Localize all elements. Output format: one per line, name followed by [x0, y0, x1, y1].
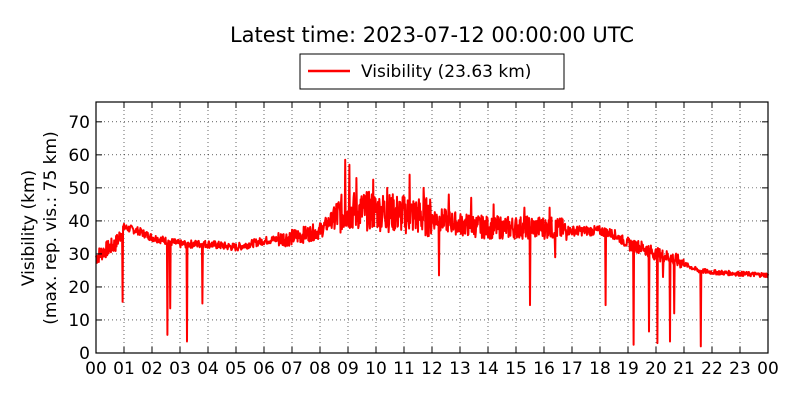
x-tick-label: 07 [281, 359, 303, 379]
series-line-visibility [95, 158, 769, 348]
x-tick-label: 08 [309, 359, 331, 379]
y-tick-label: 10 [68, 311, 90, 331]
x-tick-label: 02 [141, 359, 163, 379]
x-tick-label: 00 [85, 359, 107, 379]
x-tick-label: 05 [225, 359, 247, 379]
x-tick-label: 19 [617, 359, 639, 379]
series-visibility [95, 158, 769, 348]
y-tick-label: 50 [68, 179, 90, 199]
x-tick-label: 10 [365, 359, 387, 379]
y-axis-label: Visibility (km) (max. rep. vis.: 75 km) [19, 131, 61, 324]
x-tick-label: 09 [337, 359, 359, 379]
x-tick-label: 20 [645, 359, 667, 379]
x-tick-label: 17 [561, 359, 583, 379]
y-axis-label-line1: Visibility (km) [19, 170, 39, 286]
x-tick-label: 11 [393, 359, 415, 379]
legend: Visibility (23.63 km) [299, 53, 565, 90]
chart-title: Latest time: 2023-07-12 00:00:00 UTC [230, 23, 634, 47]
x-tick-label: 01 [113, 359, 135, 379]
y-tick-label: 20 [68, 278, 90, 298]
x-tick-label: 21 [673, 359, 695, 379]
x-tick-label: 14 [477, 359, 499, 379]
x-tick-label: 03 [169, 359, 191, 379]
x-tick-label: 22 [701, 359, 723, 379]
x-tick-label: 16 [533, 359, 555, 379]
x-tick-label: 15 [505, 359, 527, 379]
y-axis-ticks: 0 10 20 30 40 50 60 70 [68, 113, 768, 364]
x-tick-label: 18 [589, 359, 611, 379]
x-axis-ticks: 00 01 02 03 04 05 06 07 08 09 10 11 12 13 14 15 16 17 18 19… [85, 102, 779, 379]
x-tick-label: 13 [449, 359, 471, 379]
legend-label: Visibility (23.63 km) [361, 62, 531, 82]
y-tick-label: 70 [68, 113, 90, 133]
x-tick-label: 00 [757, 359, 779, 379]
x-tick-label: 23 [729, 359, 751, 379]
x-tick-label: 06 [253, 359, 275, 379]
y-tick-label: 30 [68, 245, 90, 265]
y-tick-label: 40 [68, 212, 90, 232]
y-axis-label-line2: (max. rep. vis.: 75 km) [41, 131, 61, 324]
y-tick-label: 0 [79, 344, 90, 364]
x-tick-label: 12 [421, 359, 443, 379]
y-tick-label: 60 [68, 146, 90, 166]
x-tick-label: 04 [197, 359, 219, 379]
